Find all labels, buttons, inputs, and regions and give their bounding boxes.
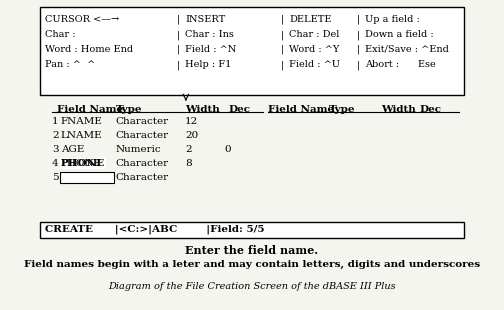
Text: Field Name: Field Name [57,105,123,114]
Text: Numeric: Numeric [115,145,161,154]
Text: Dec: Dec [420,105,442,114]
Text: |: | [281,60,284,69]
Text: Width: Width [185,105,220,114]
FancyBboxPatch shape [40,222,464,238]
Text: |: | [281,45,284,55]
Text: 2: 2 [185,145,192,154]
Text: Abort :      Ese: Abort : Ese [365,60,436,69]
Text: Character: Character [115,117,168,126]
Text: |: | [176,45,179,55]
Text: Char :: Char : [45,30,76,39]
Text: Char : Del: Char : Del [289,30,340,39]
Text: Pan : ^  ^: Pan : ^ ^ [45,60,95,69]
Text: Width: Width [381,105,415,114]
Text: CREATE      |<C:>|ABC        |Field: 5/5: CREATE |<C:>|ABC |Field: 5/5 [45,224,265,233]
Text: Character: Character [115,173,168,182]
Text: Type: Type [115,105,142,114]
Text: Exit/Save : ^End: Exit/Save : ^End [365,45,449,54]
Text: Field Name: Field Name [268,105,334,114]
Text: 8: 8 [185,159,192,168]
Text: 4: 4 [52,159,58,168]
Text: AGE: AGE [60,145,84,154]
Text: 20: 20 [185,131,198,140]
Text: 0: 0 [224,145,231,154]
Text: |: | [176,15,179,24]
FancyBboxPatch shape [60,172,114,183]
Text: CURSOR <—→: CURSOR <—→ [45,15,119,24]
Text: 2: 2 [52,131,58,140]
Text: FNAME: FNAME [60,117,102,126]
Text: INSERT: INSERT [185,15,225,24]
Text: Diagram of the File Creation Screen of the dBASE III Plus: Diagram of the File Creation Screen of t… [108,282,396,291]
Text: Character: Character [115,131,168,140]
Text: 1: 1 [52,117,58,126]
Text: |: | [176,30,179,39]
Text: |: | [281,30,284,39]
Text: Dec: Dec [228,105,250,114]
Text: PHONE: PHONE [60,159,105,168]
Text: Field : ^N: Field : ^N [185,45,236,54]
Text: Char : Ins: Char : Ins [185,30,234,39]
Text: Help : F1: Help : F1 [185,60,231,69]
Text: |: | [176,60,179,69]
Text: Word : ^Y: Word : ^Y [289,45,340,54]
Text: Word : Home End: Word : Home End [45,45,133,54]
Text: Field names begin with a leter and may contain letters, digits and underscores: Field names begin with a leter and may c… [24,260,480,269]
Text: 3: 3 [52,145,58,154]
Text: |: | [356,30,360,39]
Text: Field : ^U: Field : ^U [289,60,340,69]
Text: Up a field :: Up a field : [365,15,420,24]
Text: Down a field :: Down a field : [365,30,434,39]
Text: Type: Type [329,105,355,114]
Text: |: | [356,15,360,24]
Text: LNAME: LNAME [60,131,102,140]
Text: |: | [281,15,284,24]
Text: PHONE: PHONE [60,159,102,168]
Text: Character: Character [115,159,168,168]
Text: 12: 12 [185,117,198,126]
Text: |: | [356,45,360,55]
Text: |: | [356,60,360,69]
Text: DELETE: DELETE [289,15,332,24]
Text: 5: 5 [52,173,58,182]
Text: Enter the field name.: Enter the field name. [185,245,319,256]
FancyBboxPatch shape [40,7,464,95]
